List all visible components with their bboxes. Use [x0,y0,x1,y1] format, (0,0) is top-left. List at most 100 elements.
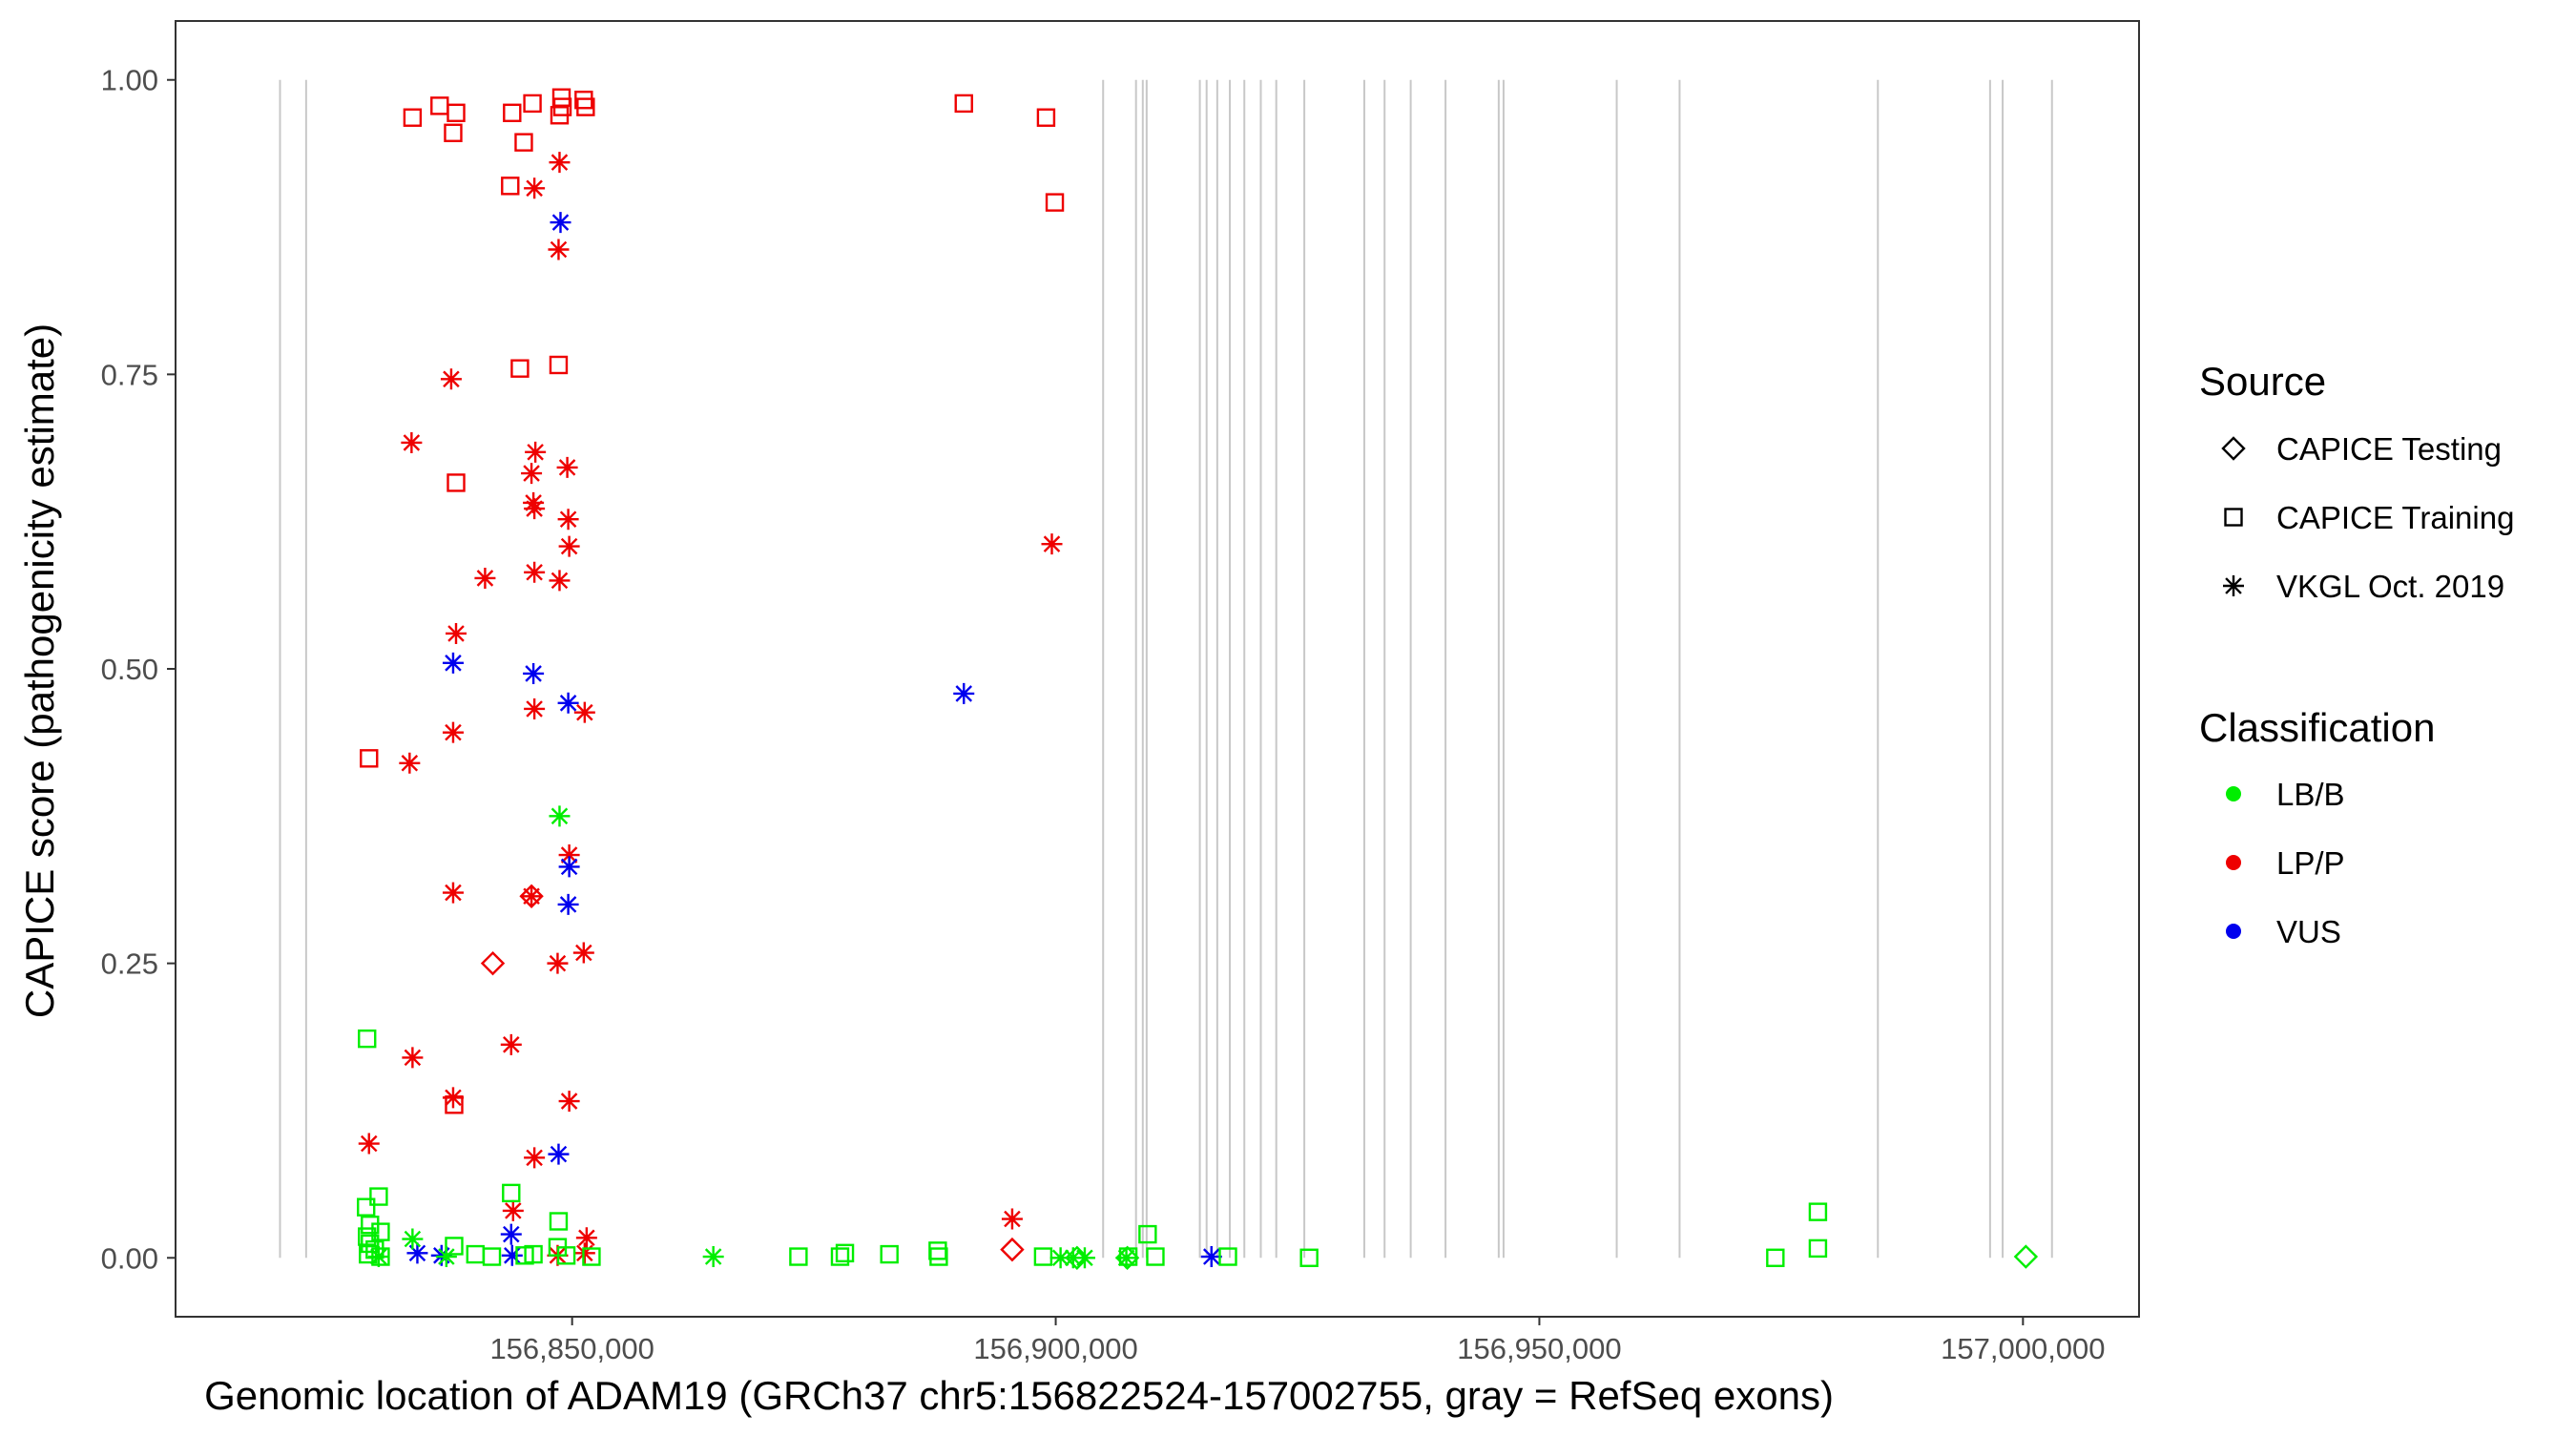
data-point [474,567,496,589]
data-point [525,441,547,463]
data-point [371,1222,390,1241]
data-point [558,1091,580,1113]
data-point [1200,1246,1222,1268]
data-point [549,355,569,375]
data-point [556,1246,576,1265]
data-point [442,721,464,743]
data-point [954,94,973,114]
legend-key [2223,575,2244,596]
data-point [442,652,464,674]
y-tick-label: 0.25 [101,947,158,981]
y-axis-label: CAPICE score (pathogenicity estimate) [17,323,62,1018]
data-point [402,1047,424,1069]
data-point [442,882,464,904]
y-tick-label: 0.50 [101,653,158,686]
data-point [835,1243,855,1263]
data-point [1001,1208,1023,1230]
data-point [524,697,546,719]
data-point [502,1199,524,1221]
data-point [430,1244,452,1266]
data-point [1114,1245,1140,1270]
data-point [576,97,595,116]
data-point [446,622,467,644]
data-point [557,893,579,915]
data-point [442,1087,464,1109]
data-point [444,123,463,142]
data-point [399,752,421,774]
data-point [514,133,533,152]
legend: Source CAPICE Testing CAPICE Training VKGL … [2199,359,2514,949]
data-point [371,1247,390,1266]
data-point [360,749,379,768]
data-point [547,952,569,974]
data-point [524,561,546,583]
x-tick-label: 156,850,000 [489,1332,654,1365]
data-point [552,97,572,116]
data-point [359,1244,378,1264]
y-tick-label: 1.00 [101,64,158,97]
y-tick-label: 0.75 [101,358,158,391]
data-point [1000,1237,1025,1262]
x-tick-label: 157,000,000 [1941,1332,2105,1365]
data-point [557,692,579,714]
x-axis: 156,850,000 156,900,000 156,950,000 157,000… [489,1317,2106,1365]
data-point [440,368,462,390]
data-point [1049,1247,1071,1269]
data-point [1808,1238,1828,1259]
data-point [550,212,571,234]
data-point [573,1242,595,1264]
data-point [549,1212,569,1231]
data-point [430,96,449,115]
legend-key [2226,924,2241,939]
legend-key [2226,855,2241,870]
data-point [501,1244,523,1266]
legend-label: LB/B [2276,777,2345,812]
data-point [702,1246,724,1268]
x-axis-label: Genomic location of ADAM19 (GRCh37 chr5:… [204,1373,1834,1418]
exon-lines [279,79,2053,1259]
legend-key [2221,436,2246,461]
data-point [830,1247,850,1266]
data-point [523,662,545,684]
data-point [447,473,466,492]
legend-key [2226,786,2241,801]
data-point [928,1241,947,1260]
data-point [501,177,520,196]
data-point [369,1187,388,1206]
legend-label: CAPICE Training [2276,500,2514,535]
data-point [503,103,522,122]
data-point [480,950,506,976]
data-point [549,805,571,827]
data-point [361,1234,380,1254]
data-point [1041,533,1063,555]
data-point [524,1244,543,1264]
data-point [500,1223,522,1245]
data-points [357,88,2039,1270]
data-point [1033,1247,1053,1266]
data-point [880,1244,899,1264]
data-point [524,1147,546,1169]
data-point [548,239,570,260]
data-point [557,509,579,531]
data-point [482,1247,502,1266]
y-axis: 0.00 0.25 0.50 0.75 1.00 [101,64,176,1275]
data-point [500,1033,522,1055]
legend-label: LP/P [2276,845,2345,881]
data-point [2013,1244,2039,1269]
plot-panel-border [175,20,2140,1318]
data-point [558,856,580,878]
data-point [1036,108,1056,127]
x-tick-label: 156,950,000 [1457,1332,1621,1365]
data-point [929,1247,948,1266]
data-point [466,1244,485,1264]
data-point [1062,1247,1084,1269]
data-point [1146,1247,1165,1266]
data-point [549,152,571,174]
data-point [953,682,975,704]
data-point [401,431,423,453]
data-point [447,103,466,122]
data-point [358,1029,377,1049]
legend-title: Source [2199,359,2326,404]
data-point [1115,1247,1137,1269]
